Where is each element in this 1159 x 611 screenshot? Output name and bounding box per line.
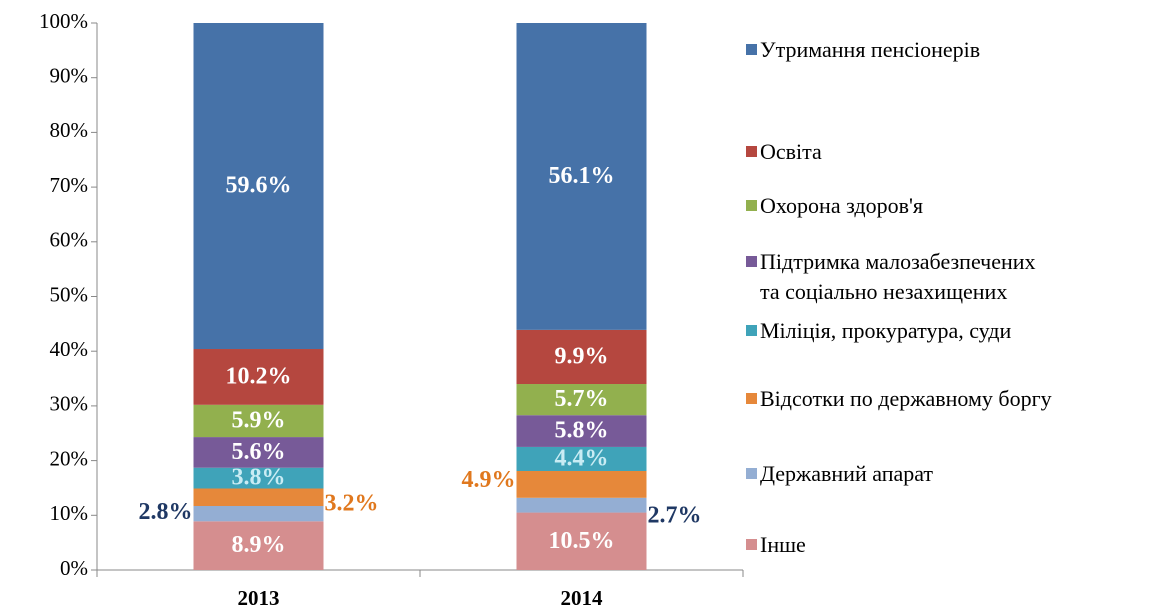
legend-label: Освіта [760, 139, 822, 164]
bar-segment [193, 467, 324, 489]
value-label: 5.9% [232, 407, 286, 433]
y-tick-label: 10% [50, 501, 89, 525]
value-label: 2.7% [648, 503, 702, 529]
y-tick-label: 50% [50, 282, 89, 306]
legend-swatch [746, 200, 757, 211]
legend-swatch [746, 468, 757, 479]
bar-segment [516, 23, 647, 330]
legend-label: Підтримка малозабезпечених та соціально … [760, 249, 1036, 304]
value-label: 56.1% [549, 163, 615, 189]
y-tick-label: 30% [50, 392, 89, 416]
value-label: 9.9% [555, 343, 609, 369]
y-tick-label: 0% [60, 556, 88, 580]
legend-swatch [746, 539, 757, 550]
legend-label: Утримання пенсіонерів [760, 37, 981, 62]
bar-segment [193, 521, 324, 570]
legend-label: Охорона здоров'я [760, 193, 924, 218]
bar-segment [516, 512, 647, 570]
legend-label: Відсотки по державному боргу [760, 386, 1052, 411]
legend-swatch [746, 146, 757, 157]
legend-label: Державний апарат [760, 461, 934, 486]
bar-segment [516, 329, 647, 385]
y-tick-label: 40% [50, 337, 89, 361]
y-tick-label: 60% [50, 228, 89, 252]
value-label: 59.6% [226, 173, 292, 199]
y-tick-label: 80% [50, 118, 89, 142]
legend-swatch [746, 256, 757, 267]
bar-segment [516, 446, 647, 471]
y-tick-label: 70% [50, 173, 89, 197]
value-label: 3.8% [232, 465, 286, 491]
value-label: 10.5% [549, 528, 615, 554]
value-label: 8.9% [232, 532, 286, 558]
value-label: 3.2% [325, 491, 379, 517]
bar-segment [193, 23, 324, 350]
legend-swatch [746, 325, 757, 336]
value-label: 5.7% [555, 386, 609, 412]
value-label: 4.9% [462, 467, 516, 493]
value-label: 4.4% [555, 445, 609, 471]
y-tick-label: 100% [39, 9, 88, 33]
bar-segment [193, 506, 324, 522]
bar-segment [193, 437, 324, 468]
legend-label: Міліція, прокуратура, суди [760, 318, 1012, 343]
value-label: 2.8% [139, 499, 193, 525]
legend-label: Інше [760, 532, 806, 557]
bar-segment [516, 384, 647, 416]
value-label: 10.2% [226, 363, 292, 389]
x-tick-label: 2013 [238, 586, 280, 610]
x-tick-label: 2014 [561, 586, 604, 610]
value-label: 5.6% [232, 439, 286, 465]
legend-swatch [746, 393, 757, 404]
bar-segment [516, 497, 647, 513]
y-tick-label: 90% [50, 64, 89, 88]
bar-segment [193, 349, 324, 405]
value-label: 5.8% [555, 418, 609, 444]
legend-swatch [746, 44, 757, 55]
y-tick-label: 20% [50, 446, 89, 470]
bar-segment [516, 415, 647, 447]
bar-segment [193, 488, 324, 507]
bar-segment [193, 404, 324, 438]
bar-segment [516, 470, 647, 498]
